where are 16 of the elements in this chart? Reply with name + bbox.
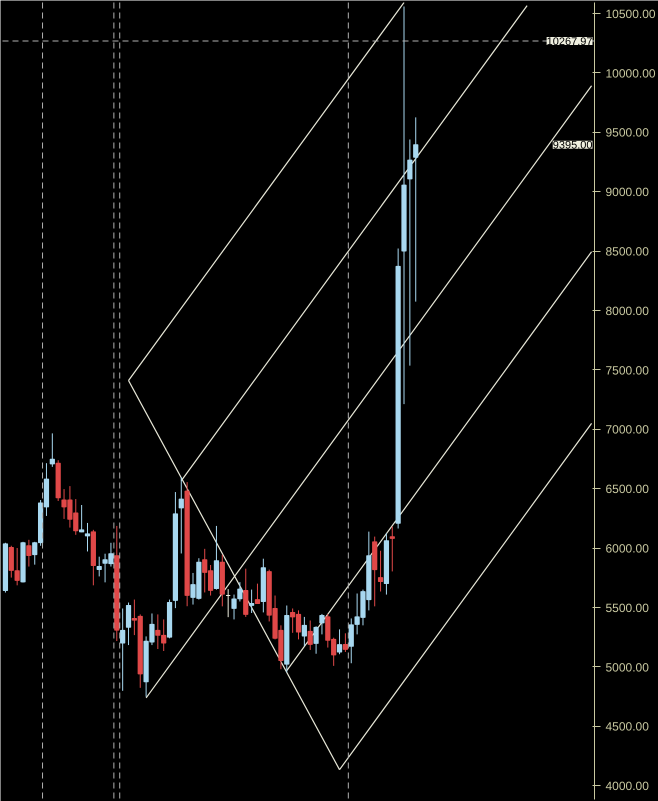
y-tick-label: 4000.00 xyxy=(606,779,650,794)
y-tick-label: 8500.00 xyxy=(606,244,650,259)
y-tick-label: 10500.00 xyxy=(606,6,656,21)
y-tick-label: 7000.00 xyxy=(606,422,650,437)
y-tick-label: 5500.00 xyxy=(606,600,650,615)
y-tick-label: 7500.00 xyxy=(606,363,650,378)
y-tick-label: 10000.00 xyxy=(606,66,656,80)
y-tick-label: 5000.00 xyxy=(606,660,650,674)
y-tick-label: 8000.00 xyxy=(606,304,650,318)
y-tick-label: 9500.00 xyxy=(606,126,650,140)
y-tick-label: 6500.00 xyxy=(606,482,650,496)
annotation: 9395.00 xyxy=(552,140,593,152)
y-tick-label: 6000.00 xyxy=(606,542,650,556)
y-tick-label: 9000.00 xyxy=(606,185,650,200)
ref-line-label: 10267.97 xyxy=(546,36,593,48)
y-tick-label: 4500.00 xyxy=(606,720,650,734)
